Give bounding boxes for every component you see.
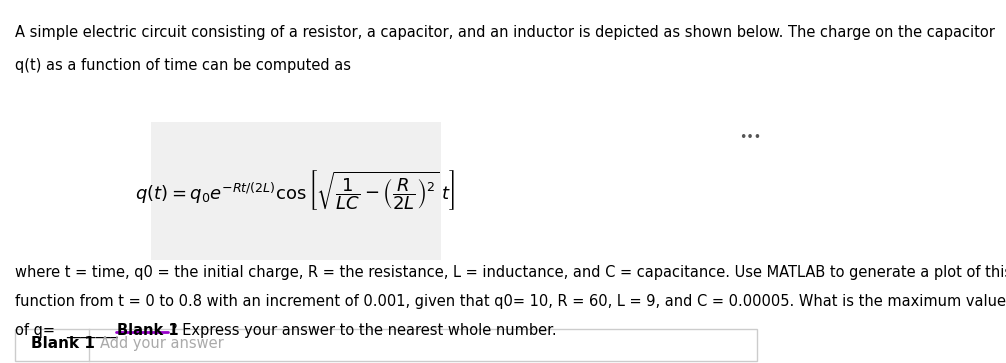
FancyBboxPatch shape [15,329,758,361]
Text: Blank 1: Blank 1 [31,335,95,351]
Text: ? Express your answer to the nearest whole number.: ? Express your answer to the nearest who… [170,323,556,338]
Text: Blank 1: Blank 1 [118,323,179,338]
FancyBboxPatch shape [151,122,441,260]
Text: $q(t) = q_0 e^{-Rt/(2L)} \cos\left[\sqrt{\dfrac{1}{LC} - \left(\dfrac{R}{2L}\rig: $q(t) = q_0 e^{-Rt/(2L)} \cos\left[\sqrt… [136,169,456,212]
Text: A simple electric circuit consisting of a resistor, a capacitor, and an inductor: A simple electric circuit consisting of … [15,25,995,40]
Text: •••: ••• [738,131,761,144]
Text: where t = time, q0 = the initial charge, R = the resistance, L = inductance, and: where t = time, q0 = the initial charge,… [15,265,1006,280]
Text: _______: _______ [65,323,118,338]
Text: function from t = 0 to 0.8 with an increment of 0.001, given that q0= 10, R = 60: function from t = 0 to 0.8 with an incre… [15,294,1006,309]
Text: q(t) as a function of time can be computed as: q(t) as a function of time can be comput… [15,58,351,73]
Text: of q=: of q= [15,323,55,338]
Text: Add your answer: Add your answer [101,335,224,351]
